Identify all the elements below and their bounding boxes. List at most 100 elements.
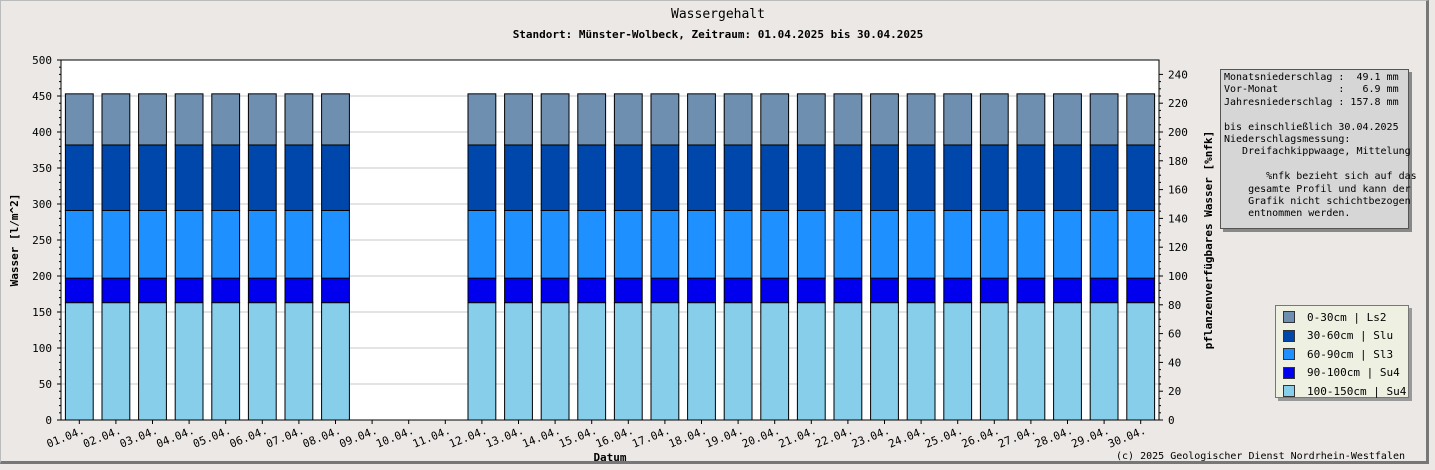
bar-segment — [613, 302, 643, 421]
y2-tick-label: 180 — [1168, 155, 1188, 168]
bar-segment — [101, 302, 131, 421]
bar-segment — [64, 277, 94, 304]
bar-segment — [613, 277, 643, 304]
y2-tick-label: 20 — [1168, 385, 1181, 398]
bar-segment — [650, 209, 680, 279]
y-tick-label: 350 — [32, 162, 52, 175]
bar-segment — [504, 302, 533, 421]
y2-tick-label: 40 — [1168, 356, 1181, 369]
bar-segment — [723, 144, 753, 211]
bar-segment — [760, 209, 790, 279]
legend-label: 90-100cm | Su4 — [1307, 366, 1400, 379]
legend-item: 60-90cm | Sl3 — [1283, 347, 1393, 361]
x-tick-label: 16.04. — [594, 424, 636, 451]
bar-segment — [138, 144, 167, 211]
bar-segment — [1089, 209, 1119, 279]
bar-segment — [321, 209, 350, 279]
y2-tick-label: 220 — [1168, 97, 1188, 110]
bar-segment — [979, 93, 1009, 146]
info-line: Dreifachkippwaage, Mittelung — [1224, 146, 1411, 158]
bar-segment — [796, 144, 826, 211]
bar-segment — [870, 144, 899, 211]
bar-segment — [796, 209, 826, 279]
x-tick-label: 21.04. — [777, 424, 819, 451]
legend-label: 30-60cm | Slu — [1307, 329, 1394, 342]
bar-segment — [760, 93, 790, 146]
bar-segment — [650, 93, 680, 146]
x-tick-label: 25.04. — [923, 424, 965, 451]
y-tick-label: 100 — [32, 342, 52, 355]
bar-segment — [906, 277, 936, 304]
bar-segment — [174, 209, 204, 279]
bar-segment — [760, 302, 790, 421]
bar-segment — [1053, 277, 1082, 304]
info-line: gesamte Profil und kann der — [1224, 183, 1411, 195]
legend: 0-30cm | Ls2 30-60cm | Slu 60-90cm | Sl3 90… — [1275, 305, 1409, 398]
info-line: Grafik nicht schichtbezogen — [1224, 195, 1411, 207]
x-tick-label: 12.04. — [447, 424, 489, 451]
legend-item: 100-150cm | Su4 — [1283, 384, 1406, 398]
legend-label: 100-150cm | Su4 — [1307, 384, 1407, 398]
y2-tick-label: 60 — [1168, 328, 1181, 341]
bar-segment — [101, 144, 131, 211]
x-tick-label: 23.04. — [850, 424, 892, 451]
bar-segment — [1126, 302, 1156, 421]
bar-segment — [174, 93, 204, 146]
bar-segment — [211, 277, 241, 304]
x-axis-label: Datum — [593, 451, 626, 464]
bar-segment — [796, 277, 826, 304]
bar-segment — [284, 93, 314, 146]
bar-segment — [1089, 277, 1119, 304]
legend-label: 0-30cm | Ls2 — [1307, 310, 1387, 324]
x-tick-label: 01.04. — [45, 424, 87, 451]
bar-segment — [577, 302, 607, 421]
info-line: bis einschließlich 30.04.2025 — [1224, 121, 1399, 133]
bar-segment — [723, 209, 753, 279]
x-tick-label: 07.04. — [264, 424, 306, 451]
bar-segment — [467, 302, 497, 421]
bar-segment — [796, 302, 826, 421]
grid-lines — [61, 95, 1159, 385]
bar-segment — [613, 144, 643, 211]
info-line: Niederschlagsmessung: — [1224, 133, 1351, 145]
bar-segment — [943, 302, 973, 421]
bar-segment — [650, 144, 680, 211]
bar-segment — [174, 302, 204, 421]
bar-segment — [101, 93, 131, 146]
bar-segment — [247, 302, 277, 421]
bar-segment — [504, 209, 533, 279]
bar-segment — [64, 93, 94, 146]
y-tick-label: 450 — [32, 90, 52, 103]
bar-segment — [540, 277, 570, 304]
legend-item: 0-30cm | Ls2 — [1283, 310, 1386, 324]
bar-segment — [723, 277, 753, 304]
bar-segment — [1016, 209, 1046, 279]
bar-segment — [540, 144, 570, 211]
x-tick-label: 09.04. — [337, 424, 379, 451]
bar-segment — [284, 302, 314, 421]
chart-subtitle: Standort: Münster-Wolbeck, Zeitraum: 01.… — [513, 28, 924, 41]
legend-swatch — [1283, 348, 1295, 360]
copyright-text: (c) 2025 Geologischer Dienst Nordrhein-W… — [1116, 451, 1405, 462]
bar-segment — [943, 209, 973, 279]
y2-tick-label: 80 — [1168, 299, 1181, 312]
bar-segment — [1053, 209, 1082, 279]
x-tick-label: 26.04. — [960, 424, 1002, 451]
bar-segment — [321, 144, 350, 211]
bar-segment — [504, 144, 533, 211]
y-tick-label: 150 — [32, 306, 52, 319]
bar-segment — [1053, 144, 1082, 211]
info-line: Jahresniederschlag : 157.8 mm — [1224, 96, 1399, 108]
precipitation-info-box: Monatsniederschlag : 49.1 mm Vor-Monat : … — [1220, 69, 1417, 229]
bar-segment — [211, 302, 241, 421]
y2-tick-label: 0 — [1168, 414, 1175, 427]
bar-segment — [577, 277, 607, 304]
x-tick-label: 15.04. — [557, 424, 599, 451]
x-tick-label: 04.04. — [154, 424, 196, 451]
bar-segment — [1016, 93, 1046, 146]
bar-segment — [833, 277, 863, 304]
bar-segment — [284, 277, 314, 304]
info-line: Vor-Monat : 6.9 mm — [1224, 84, 1399, 96]
y-axis-label: Wasser [l/m^2] — [8, 194, 21, 287]
